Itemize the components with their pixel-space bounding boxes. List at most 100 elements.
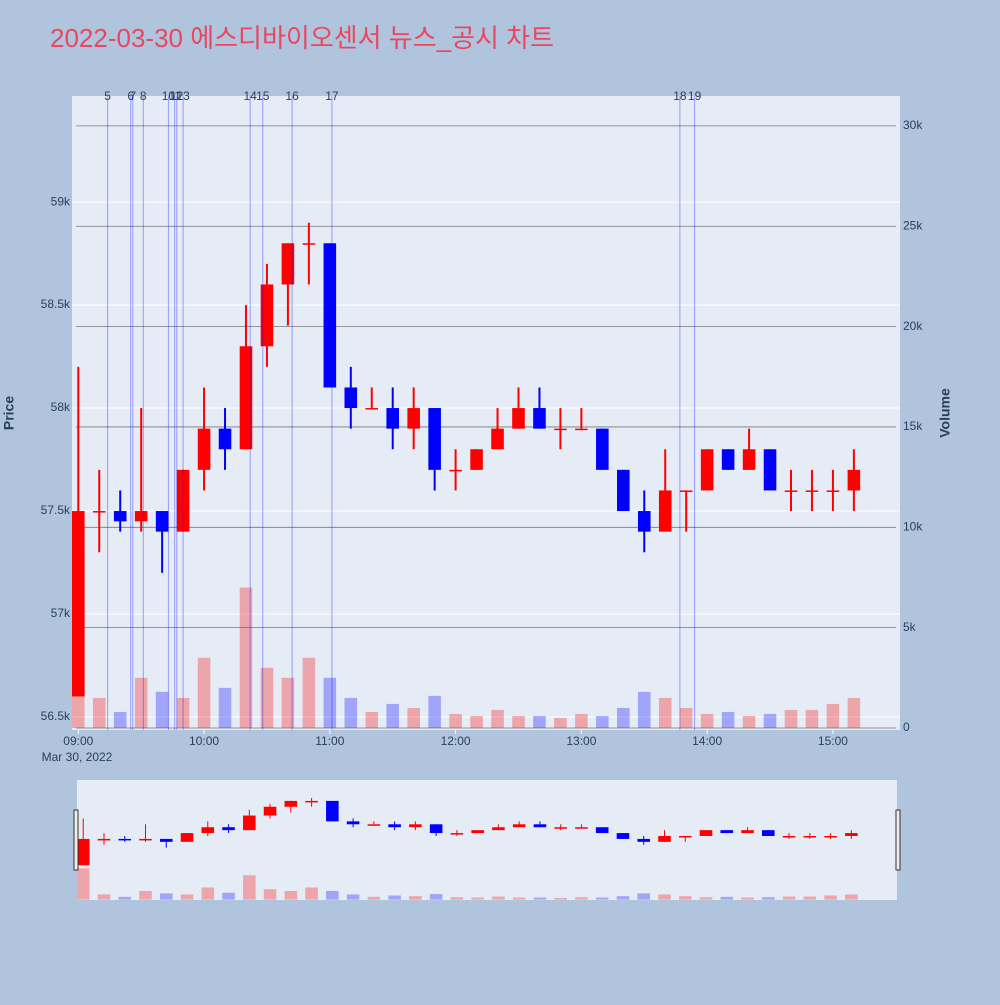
- candle-body: [805, 490, 819, 492]
- candle-body: [284, 800, 298, 807]
- volume-bar: [429, 894, 443, 900]
- candle-body: [118, 838, 132, 841]
- y-tick-label: 56.5k: [41, 709, 71, 723]
- y-axis-title: Price: [1, 396, 17, 430]
- candle-body: [139, 838, 152, 841]
- x-tick-label: 14:00: [692, 734, 722, 748]
- candle-body: [281, 243, 295, 285]
- volume-bar: [637, 691, 651, 728]
- x-tick-label: 10:00: [189, 734, 219, 748]
- news-label: 10: [162, 89, 176, 103]
- candle-body: [429, 824, 443, 834]
- candle-body: [658, 490, 672, 532]
- candle-body: [596, 428, 609, 470]
- x-tick-label: 12:00: [441, 734, 471, 748]
- y2-tick-label: 5k: [903, 620, 917, 634]
- candle-body: [803, 835, 817, 838]
- y-tick-label: 58k: [51, 400, 71, 414]
- slider-handle[interactable]: [73, 809, 79, 871]
- candle-body: [721, 449, 735, 470]
- range-slider[interactable]: [77, 780, 897, 900]
- chart-title: 2022-03-30 에스디바이오센서 뉴스_공시 차트: [50, 23, 554, 53]
- candle-body: [97, 838, 111, 841]
- candle-body: [450, 833, 464, 835]
- volume-bar: [512, 897, 526, 900]
- x-sublabel: Mar 30, 2022: [42, 750, 113, 764]
- candle-body: [763, 449, 777, 491]
- volume-bar: [805, 709, 819, 728]
- volume-bar: [616, 896, 630, 900]
- candle-body: [679, 490, 693, 492]
- candle-body: [595, 827, 609, 834]
- volume-bar: [742, 715, 756, 728]
- candle-body: [845, 833, 858, 836]
- candle-body: [302, 243, 316, 245]
- candle-body: [512, 408, 525, 429]
- volume-bar: [367, 896, 381, 900]
- news-label: 12: [170, 89, 184, 103]
- candle-body: [617, 469, 630, 512]
- candle-body: [720, 830, 734, 834]
- candle-body: [323, 243, 337, 388]
- volume-bar: [512, 715, 525, 728]
- candle-body: [388, 824, 401, 828]
- volume-bar: [386, 703, 400, 728]
- volume-bar: [76, 868, 90, 900]
- candle-body: [134, 511, 148, 522]
- volume-bar: [449, 713, 462, 728]
- volume-bar: [803, 896, 817, 900]
- volume-bar: [617, 707, 630, 728]
- candle-body: [575, 827, 588, 829]
- volume-bar: [658, 894, 671, 900]
- volume-bar: [678, 896, 692, 900]
- slider-handle[interactable]: [895, 809, 901, 871]
- volume-bar: [845, 894, 858, 900]
- volume-bar: [492, 896, 505, 900]
- x-tick-label: 11:00: [315, 734, 344, 748]
- candle-body: [782, 835, 796, 838]
- volume-bar: [847, 697, 861, 728]
- volume-bar: [344, 697, 358, 728]
- volume-bar: [826, 703, 840, 728]
- volume-bar: [533, 715, 546, 728]
- volume-bar: [470, 715, 483, 728]
- volume-bar: [554, 717, 567, 728]
- volume-bar: [575, 713, 588, 728]
- candle-body: [243, 815, 256, 831]
- news-label: 16: [285, 89, 299, 103]
- volume-bar: [302, 657, 316, 728]
- y-tick-label: 57k: [51, 606, 71, 620]
- volume-bar: [180, 894, 194, 900]
- volume-bar: [218, 687, 232, 728]
- news-label: 7: [129, 89, 136, 103]
- volume-bar: [281, 677, 295, 728]
- candle-body: [512, 824, 526, 828]
- volume-bar: [201, 887, 215, 900]
- volume-bar: [159, 893, 173, 900]
- candle-body: [742, 449, 756, 470]
- candle-body: [637, 838, 651, 842]
- volume-bar: [575, 897, 588, 900]
- volume-bar: [658, 697, 672, 728]
- candle-body: [222, 827, 235, 831]
- candle-body: [218, 428, 232, 450]
- news-label: 8: [140, 89, 147, 103]
- y2-tick-label: 25k: [903, 218, 923, 232]
- candle-body: [344, 387, 358, 409]
- candle-body: [76, 838, 90, 866]
- candle-body: [700, 449, 714, 491]
- volume-bar: [428, 695, 441, 728]
- candle-body: [762, 830, 775, 836]
- candle-body: [449, 469, 462, 472]
- volume-bar: [700, 713, 714, 728]
- volume-bar: [637, 893, 651, 900]
- news-label: 19: [688, 89, 702, 103]
- volume-bar: [155, 691, 169, 728]
- candle-body: [239, 346, 253, 450]
- candle-body: [824, 835, 837, 838]
- y-tick-label: 58.5k: [41, 297, 71, 311]
- candle-body: [492, 827, 505, 831]
- volume-bar: [720, 896, 734, 900]
- news-label: 18: [673, 89, 687, 103]
- volume-bar: [763, 713, 777, 728]
